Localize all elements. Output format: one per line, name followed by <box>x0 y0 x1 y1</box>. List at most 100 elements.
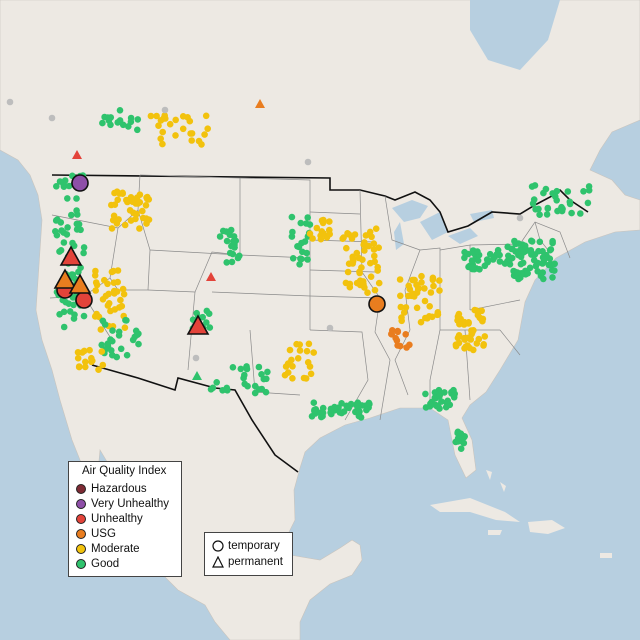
monitor-point <box>344 268 352 276</box>
no-data-point <box>326 324 334 332</box>
monitor-point <box>98 341 105 349</box>
monitor-point <box>110 212 118 220</box>
monitor-point <box>204 125 211 132</box>
monitor-point <box>60 323 68 331</box>
cuba <box>430 498 520 522</box>
monitor-point <box>75 363 83 371</box>
monitor-point <box>580 188 587 195</box>
monitor-point <box>295 243 303 251</box>
monitor-point <box>474 257 482 264</box>
monitor-point <box>109 351 116 359</box>
monitor-point <box>120 290 128 298</box>
monitor-point <box>82 358 89 366</box>
small-monitor-marker <box>72 150 82 159</box>
aqi-legend: Air Quality Index Hazardous Very Unhealt… <box>68 461 182 577</box>
monitor-point <box>95 366 102 374</box>
monitor-point <box>157 135 164 142</box>
temporary-monitor-marker <box>368 295 386 313</box>
monitor-point <box>418 272 425 280</box>
monitor-point <box>243 363 250 370</box>
monitor-point <box>92 267 99 275</box>
monitor-point <box>198 141 205 148</box>
monitor-point <box>454 334 462 342</box>
monitor-point <box>549 274 556 281</box>
good-swatch <box>76 559 86 569</box>
monitor-point <box>311 406 318 414</box>
monitor-point <box>144 195 151 203</box>
monitor-point <box>136 199 144 206</box>
monitor-point <box>310 349 318 356</box>
monitor-point <box>393 337 401 344</box>
monitor-point <box>457 445 465 453</box>
permanent-monitor-marker <box>186 314 210 335</box>
monitor-point <box>481 333 489 340</box>
monitor-point <box>481 262 489 270</box>
monitor-point <box>519 259 527 267</box>
monitor-point <box>438 398 445 405</box>
monitor-point <box>468 257 476 265</box>
legend-label: Moderate <box>91 543 140 555</box>
monitor-point <box>258 371 265 378</box>
monitor-point <box>431 401 439 408</box>
monitor-point <box>118 302 126 310</box>
monitor-point <box>289 375 296 382</box>
monitor-point <box>454 313 462 320</box>
monitor-point <box>375 244 383 251</box>
monitor-point <box>264 368 271 376</box>
monitor-point <box>160 115 167 122</box>
monitor-point <box>294 355 302 362</box>
monitor-point <box>471 306 479 314</box>
small-monitor-marker <box>255 99 265 108</box>
small-monitor-marker <box>192 371 202 380</box>
temporary-monitor-marker <box>75 291 93 309</box>
monitor-point <box>375 279 383 287</box>
monitor-point <box>207 386 215 393</box>
monitor-point <box>343 244 350 252</box>
monitor-point <box>361 239 368 246</box>
monitor-point <box>553 187 561 195</box>
monitor-point <box>135 340 142 348</box>
monitor-point <box>111 201 119 208</box>
monitor-point <box>81 347 88 355</box>
puerto-rico <box>600 553 612 558</box>
state-borders <box>49 174 571 421</box>
monitor-point <box>223 237 231 245</box>
monitor-point <box>394 327 402 335</box>
permanent-monitor-marker <box>59 245 83 266</box>
monitor-point <box>426 303 434 310</box>
monitor-point <box>400 309 408 316</box>
monitor-point <box>134 116 142 123</box>
monitor-point <box>305 340 313 348</box>
monitor-point <box>539 269 546 276</box>
monitor-point <box>202 112 210 120</box>
monitor-point <box>110 287 118 295</box>
circle-icon <box>212 540 224 552</box>
monitor-point <box>303 347 311 355</box>
monitor-point <box>370 240 378 247</box>
monitor-point <box>460 439 468 447</box>
monitor-point <box>288 213 296 221</box>
monitor-point <box>568 209 575 217</box>
monitor-point <box>119 189 126 197</box>
monitor-point <box>66 308 74 315</box>
monitor-point <box>205 310 213 318</box>
monitor-point <box>535 247 542 255</box>
monitor-point <box>544 205 552 212</box>
hispaniola <box>528 520 565 534</box>
monitor-point <box>349 260 357 267</box>
monitor-point <box>111 306 119 313</box>
monitor-point <box>136 225 143 232</box>
monitor-point <box>281 371 289 379</box>
monitor-point <box>229 250 237 258</box>
monitor-point <box>110 267 117 275</box>
monitor-point <box>80 312 88 320</box>
monitor-point <box>501 260 509 267</box>
monitor-point <box>326 218 333 225</box>
legend-item-usg: USG <box>76 527 116 541</box>
monitor-point <box>441 389 448 396</box>
no-data-point <box>304 158 312 166</box>
monitor-point <box>159 140 166 148</box>
monitor-point <box>405 282 413 290</box>
monitor-point <box>444 397 452 405</box>
monitor-point <box>104 280 111 288</box>
